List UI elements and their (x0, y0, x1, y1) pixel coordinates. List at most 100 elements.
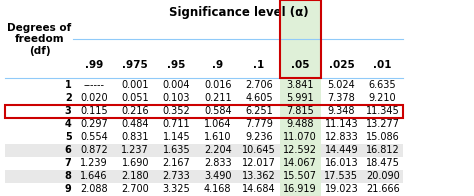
Text: 10.645: 10.645 (242, 145, 276, 155)
Text: .9: .9 (212, 60, 223, 70)
Text: 0.711: 0.711 (163, 119, 190, 129)
Text: 0.115: 0.115 (80, 106, 108, 116)
Text: Significance level (α): Significance level (α) (169, 6, 308, 19)
Text: 0.352: 0.352 (163, 106, 191, 116)
Text: 15.507: 15.507 (283, 171, 317, 181)
Text: 4.168: 4.168 (204, 184, 231, 194)
Text: 14.449: 14.449 (325, 145, 358, 155)
Text: 9: 9 (65, 184, 72, 194)
Text: 0.001: 0.001 (121, 80, 149, 90)
Text: 11.070: 11.070 (283, 132, 317, 142)
Bar (6, 104, 403, 118)
Text: 14.684: 14.684 (242, 184, 276, 194)
Text: 7.815: 7.815 (286, 106, 314, 116)
Text: 15.086: 15.086 (366, 132, 400, 142)
Text: 11.143: 11.143 (325, 119, 358, 129)
Bar (280, 0, 321, 78)
Text: 9.210: 9.210 (369, 93, 396, 103)
Bar (6, 144, 403, 157)
Text: 17.535: 17.535 (324, 171, 358, 181)
Text: 21.666: 21.666 (366, 184, 400, 194)
Text: 16.919: 16.919 (283, 184, 317, 194)
Bar (280, 144, 321, 157)
Text: .1: .1 (253, 60, 264, 70)
Text: .01: .01 (374, 60, 392, 70)
Text: 14.067: 14.067 (283, 158, 317, 168)
Text: 2.088: 2.088 (80, 184, 108, 194)
Bar (6, 131, 403, 144)
Text: Degrees of
freedom
(df): Degrees of freedom (df) (7, 23, 72, 56)
Bar (6, 0, 403, 78)
Text: 6.635: 6.635 (369, 80, 396, 90)
Text: 12.833: 12.833 (325, 132, 358, 142)
Text: 5: 5 (65, 132, 72, 142)
Text: 12.592: 12.592 (283, 145, 317, 155)
Text: 19.023: 19.023 (325, 184, 358, 194)
Bar (6, 170, 403, 183)
Bar (280, 92, 321, 104)
Text: 0.004: 0.004 (163, 80, 190, 90)
Bar (280, 104, 321, 118)
Bar (280, 157, 321, 170)
Text: 9.348: 9.348 (328, 106, 355, 116)
Text: 0.831: 0.831 (121, 132, 149, 142)
Text: 0.103: 0.103 (163, 93, 190, 103)
Text: 2.204: 2.204 (204, 145, 232, 155)
Bar (280, 78, 321, 92)
Text: 0.211: 0.211 (204, 93, 231, 103)
Text: 3.325: 3.325 (163, 184, 191, 194)
Text: ------: ------ (83, 80, 105, 90)
Bar (280, 0, 321, 78)
Text: 18.475: 18.475 (366, 158, 400, 168)
Text: .05: .05 (291, 60, 310, 70)
Text: 16.013: 16.013 (325, 158, 358, 168)
Text: 1.239: 1.239 (80, 158, 108, 168)
Text: 1.237: 1.237 (121, 145, 149, 155)
Bar (6, 78, 403, 92)
Text: 1.690: 1.690 (121, 158, 149, 168)
Text: 0.484: 0.484 (121, 119, 149, 129)
Text: 0.216: 0.216 (121, 106, 149, 116)
Bar (280, 118, 321, 131)
Text: 5.991: 5.991 (286, 93, 314, 103)
Text: 4: 4 (65, 119, 72, 129)
Text: 8: 8 (64, 171, 72, 181)
Bar (280, 170, 321, 183)
Text: 9.236: 9.236 (245, 132, 273, 142)
Text: 11.345: 11.345 (366, 106, 400, 116)
Text: 0.297: 0.297 (80, 119, 108, 129)
Text: 13.277: 13.277 (365, 119, 400, 129)
Text: 0.872: 0.872 (80, 145, 108, 155)
Text: 3.841: 3.841 (286, 80, 314, 90)
Text: 9.488: 9.488 (286, 119, 314, 129)
Text: 1.646: 1.646 (80, 171, 108, 181)
Text: 7.779: 7.779 (245, 119, 273, 129)
Text: 2.180: 2.180 (121, 171, 149, 181)
Text: .025: .025 (328, 60, 354, 70)
Text: .975: .975 (122, 60, 148, 70)
Text: 16.812: 16.812 (366, 145, 400, 155)
Bar (6, 92, 403, 104)
Bar (6, 183, 403, 196)
Text: 0.584: 0.584 (204, 106, 231, 116)
Text: 2.733: 2.733 (163, 171, 191, 181)
Bar (6, 104, 403, 118)
Bar (6, 157, 403, 170)
Text: 7.378: 7.378 (328, 93, 356, 103)
Text: 13.362: 13.362 (242, 171, 276, 181)
Text: 0.020: 0.020 (80, 93, 108, 103)
Text: 0.554: 0.554 (80, 132, 108, 142)
Text: 1.635: 1.635 (163, 145, 190, 155)
Text: 12.017: 12.017 (242, 158, 276, 168)
Text: 2.167: 2.167 (163, 158, 191, 168)
Text: 1: 1 (65, 80, 72, 90)
Text: 3.490: 3.490 (204, 171, 231, 181)
Text: 1.145: 1.145 (163, 132, 190, 142)
Text: 1.064: 1.064 (204, 119, 231, 129)
Text: 1.610: 1.610 (204, 132, 231, 142)
Text: 0.016: 0.016 (204, 80, 231, 90)
Text: 5.024: 5.024 (328, 80, 356, 90)
Text: 7: 7 (65, 158, 72, 168)
Text: 3: 3 (65, 106, 72, 116)
Text: 2.706: 2.706 (245, 80, 273, 90)
